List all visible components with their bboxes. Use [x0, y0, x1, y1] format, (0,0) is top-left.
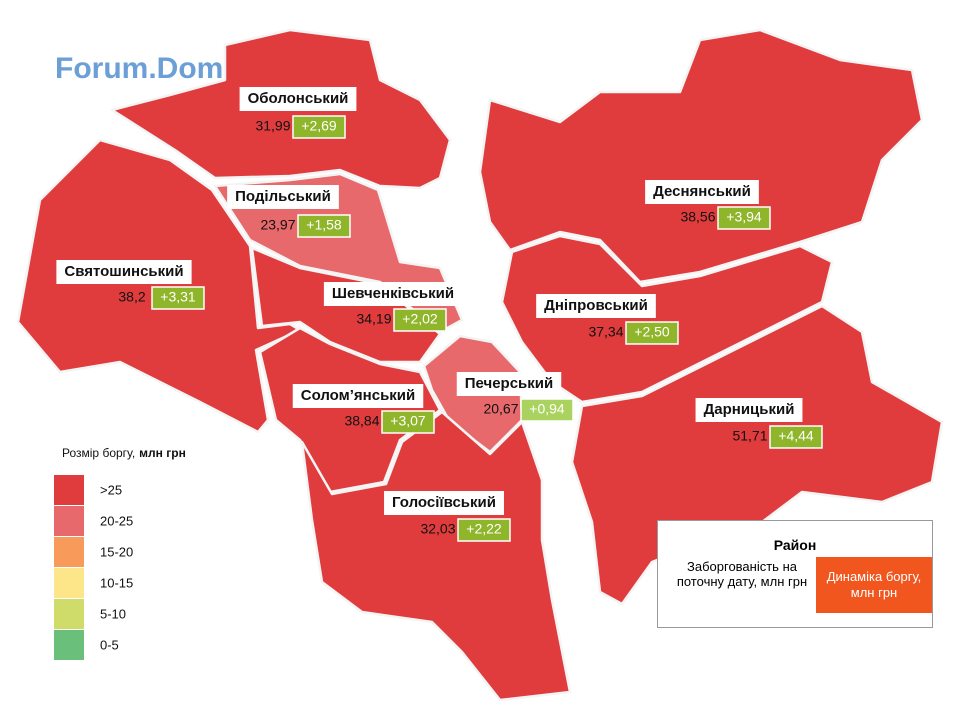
district-debt: 34,19	[356, 311, 391, 327]
district-change: +2,22	[466, 521, 502, 537]
district-change: +3,31	[160, 289, 196, 305]
info-debt-label: Заборгованість на поточну дату, млн грн	[676, 559, 808, 589]
district-name-box	[645, 180, 759, 204]
district-name-box	[292, 384, 424, 408]
district-change: +3,07	[390, 413, 426, 429]
district-name: Деснянський	[653, 183, 751, 200]
district-name-box	[384, 491, 504, 515]
district-name: Печерський	[465, 375, 553, 392]
district-change-box	[292, 115, 346, 139]
district-change-box	[393, 308, 447, 332]
legend-label: 10-15	[100, 575, 133, 590]
district-change: +2,02	[402, 311, 438, 327]
district-area	[16, 138, 302, 434]
info-change-label: Динаміка боргу, млн грн	[816, 557, 932, 613]
district-change-box	[297, 214, 351, 238]
info-box: Район Заборгованість на поточну дату, мл…	[657, 520, 933, 628]
district-debt: 20,67	[483, 401, 518, 417]
legend-title: Розмір боргу,	[62, 446, 135, 460]
legend-label: 20-25	[100, 513, 133, 528]
district-change-box	[520, 398, 574, 422]
district-debt: 51,71	[732, 428, 767, 444]
legend-swatch	[54, 537, 84, 567]
district-name-box	[227, 185, 339, 209]
district-name-box	[56, 260, 192, 284]
district-area	[500, 234, 834, 404]
district-name: Дніпровський	[544, 297, 648, 314]
district-area	[478, 28, 924, 284]
district-change-box	[151, 286, 205, 310]
legend-swatch	[54, 630, 84, 660]
legend-label: 15-20	[100, 544, 133, 559]
district-name-box	[536, 294, 656, 318]
district-name: Святошинський	[64, 263, 183, 280]
district-change-box	[769, 425, 823, 449]
legend-swatch	[54, 506, 84, 536]
district-area	[300, 410, 572, 702]
legend-label: >25	[100, 482, 122, 497]
district-change: +2,50	[634, 324, 670, 340]
district-debt: 23,97	[260, 217, 295, 233]
legend-label: 0-5	[100, 637, 119, 652]
district-change-box	[717, 206, 771, 230]
district-name: Солом’янський	[301, 387, 416, 404]
district-name-box	[323, 282, 463, 306]
district-name: Дарницький	[704, 401, 795, 418]
legend-swatch	[54, 568, 84, 598]
district-name-box	[456, 372, 562, 396]
legend-swatch	[54, 475, 84, 505]
district-name: Оболонський	[248, 90, 349, 107]
district-change: +3,94	[726, 209, 762, 225]
legend-label: 5-10	[100, 606, 126, 621]
district-change-box	[625, 321, 679, 345]
district-name-box	[239, 87, 357, 111]
district-debt: 38,56	[680, 209, 715, 225]
district-debt: 31,99	[255, 118, 290, 134]
district-change: +0,94	[529, 401, 565, 417]
district-name-box	[695, 398, 803, 422]
district-name: Голосіївський	[392, 494, 496, 511]
district-change: +1,58	[306, 217, 342, 233]
info-title: Район	[773, 537, 817, 553]
legend-swatch	[54, 599, 84, 629]
district-debt: 38,84	[344, 413, 379, 429]
district-debt: 32,03	[420, 521, 455, 537]
district-change: +2,69	[301, 118, 337, 134]
district-change: +4,44	[778, 428, 814, 444]
district-debt: 37,34	[588, 324, 623, 340]
district-debt: 38,2	[118, 289, 145, 305]
district-name: Подільський	[235, 188, 331, 205]
district-change-box	[457, 518, 511, 542]
district-change-box	[381, 410, 435, 434]
legend-title-unit: млн грн	[139, 446, 186, 460]
district-name: Шевченківський	[332, 285, 454, 302]
districts	[16, 28, 944, 702]
